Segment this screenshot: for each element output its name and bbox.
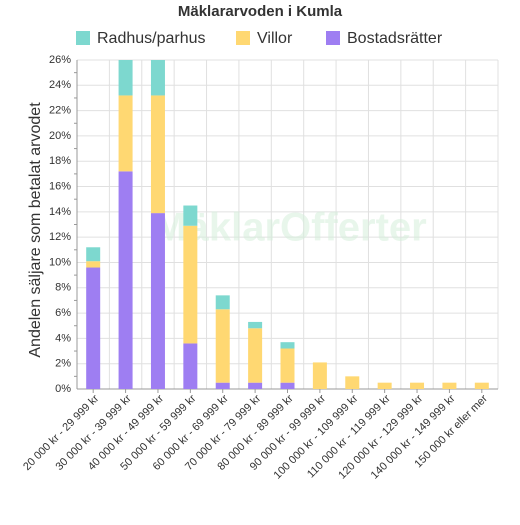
y-tick-label: 14% [49, 206, 71, 218]
bar-segment [248, 321, 263, 329]
watermark: MäklarOfferter [153, 206, 426, 250]
bar-segment [280, 382, 295, 389]
bar-segment [150, 60, 165, 96]
bar-segment [150, 95, 165, 214]
bar-segment [248, 382, 263, 389]
bar-segment [183, 225, 198, 344]
bar-segment [215, 309, 230, 383]
legend-swatch [326, 31, 340, 45]
y-tick-label: 4% [55, 332, 71, 344]
bar-segment [280, 342, 295, 349]
legend-swatch [76, 31, 90, 45]
y-tick-label: 26% [49, 54, 71, 66]
bar-segment [280, 348, 295, 383]
y-axis-title: Andelen säljare som betalat arvodet [27, 102, 44, 358]
bar-segment [86, 261, 101, 268]
legend-label: Bostadsrätter [347, 30, 443, 47]
bar-segment [150, 213, 165, 389]
bar-segment [377, 382, 392, 389]
bar-segment [410, 382, 425, 389]
bar-segment [86, 267, 101, 389]
y-tick-label: 18% [49, 155, 71, 167]
bar-segment [118, 95, 133, 172]
bar-segment [345, 376, 360, 389]
y-tick-label: 6% [55, 307, 71, 319]
bar-segment [183, 205, 198, 226]
bar-segment [118, 171, 133, 389]
y-tick-label: 22% [49, 105, 71, 117]
bar-segment [86, 247, 101, 262]
chart-title: Mäklararvoden i Kumla [178, 3, 343, 20]
bar-segment [474, 382, 489, 389]
bar-segment [312, 362, 327, 389]
y-tick-label: 8% [55, 282, 71, 294]
bar-segment [215, 295, 230, 310]
bar-segment [118, 60, 133, 96]
bar-segment [442, 382, 457, 389]
bars [86, 60, 489, 389]
bar-segment [215, 382, 230, 389]
bar-segment [183, 343, 198, 389]
y-tick-label: 10% [49, 256, 71, 268]
legend-label: Radhus/parhus [97, 30, 206, 47]
legend-label: Villor [257, 30, 293, 47]
y-tick-label: 24% [49, 79, 71, 91]
bar-segment [248, 328, 263, 383]
y-tick-label: 2% [55, 358, 71, 370]
y-tick-label: 0% [55, 383, 71, 395]
legend-swatch [236, 31, 250, 45]
y-tick-label: 16% [49, 180, 71, 192]
y-tick-label: 12% [49, 231, 71, 243]
y-tick-label: 20% [49, 130, 71, 142]
